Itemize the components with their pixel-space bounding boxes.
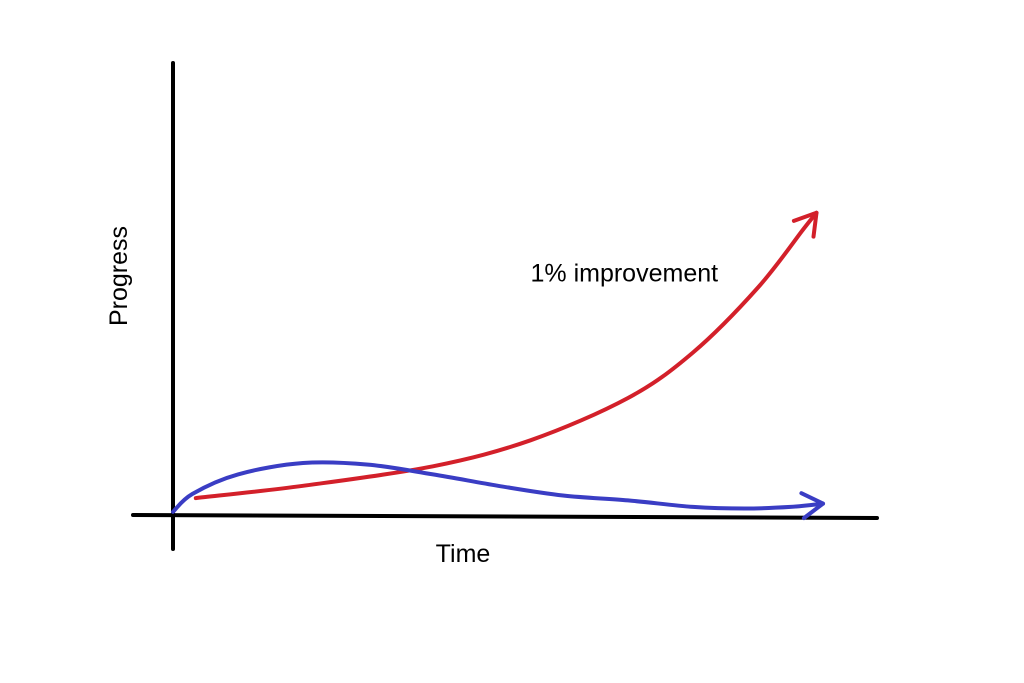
x-axis-line [131,513,879,520]
series-arrowhead-1 [791,210,819,239]
series-layer [171,210,825,521]
y-axis-label: Progress [105,226,133,326]
series-arrowhead-2 [799,491,825,521]
annotation-1-percent-improvement: 1% improvement [531,259,719,287]
series-line-2 [171,460,825,514]
x-axis-label: Time [436,540,491,568]
series-line-1 [193,210,819,501]
